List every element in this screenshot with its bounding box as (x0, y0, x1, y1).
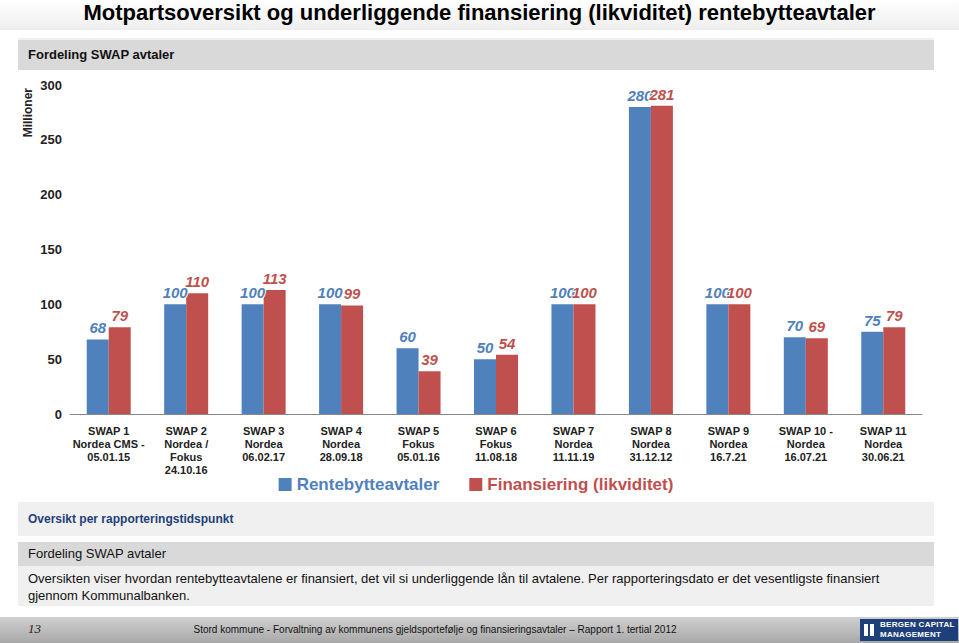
svg-text:Fokus: Fokus (402, 438, 434, 450)
svg-text:99: 99 (344, 285, 361, 302)
html-text:BERGEN CAPITAL MANAGEMENT: BERGEN CAPITAL MANAGEMENT (880, 620, 955, 639)
svg-text:150: 150 (40, 242, 62, 257)
svg-text:16.7.21: 16.7.21 (710, 451, 747, 463)
svg-text:54: 54 (499, 335, 516, 352)
svg-text:100: 100 (549, 284, 575, 302)
svg-text:06.02.17: 06.02.17 (242, 451, 285, 463)
svg-text:SWAP 8: SWAP 8 (630, 425, 671, 437)
svg-text:280: 280 (627, 86, 653, 104)
svg-text:Rentebytteavtaler: Rentebytteavtaler (297, 475, 440, 494)
svg-text:SWAP 7: SWAP 7 (553, 425, 594, 437)
svg-text:200: 200 (40, 187, 62, 202)
svg-text:SWAP 1: SWAP 1 (88, 425, 129, 437)
svg-text:Nordea /: Nordea / (164, 438, 208, 450)
svg-text:113: 113 (263, 270, 288, 287)
svg-text:250: 250 (40, 132, 62, 147)
html-text:Fordeling SWAP avtaler: Fordeling SWAP avtaler (28, 47, 175, 62)
svg-text:Nordea: Nordea (864, 438, 903, 450)
svg-text:300: 300 (40, 78, 62, 93)
svg-text:100: 100 (318, 284, 344, 301)
svg-text:Nordea: Nordea (322, 438, 361, 450)
html-text:Oversikt per rapporteringstids: Oversikt per rapporteringstidspunkt (28, 512, 234, 526)
svg-text:Nordea CMS -: Nordea CMS - (73, 438, 145, 450)
html-text:Oversikten viser hvordan rente: Oversikten viser hvordan rentebytteavtal… (28, 571, 880, 603)
svg-text:0: 0 (55, 407, 62, 422)
svg-text:11.11.19: 11.11.19 (553, 451, 595, 463)
svg-text:100: 100 (162, 284, 188, 302)
svg-text:100: 100 (572, 284, 598, 301)
svg-text:69: 69 (808, 318, 825, 335)
svg-text:05.01.15: 05.01.15 (87, 451, 130, 463)
svg-text:70: 70 (786, 317, 803, 334)
svg-text:Nordea: Nordea (245, 438, 284, 450)
svg-text:75: 75 (864, 312, 881, 329)
svg-text:SWAP 3: SWAP 3 (243, 425, 284, 437)
svg-text:31.12.12: 31.12.12 (629, 451, 672, 463)
svg-text:100: 100 (727, 284, 753, 301)
svg-text:110: 110 (185, 273, 210, 290)
svg-text:24.10.16: 24.10.16 (165, 464, 208, 476)
svg-text:79: 79 (111, 307, 128, 324)
svg-text:50: 50 (48, 352, 62, 367)
svg-text:11.08.18: 11.08.18 (475, 451, 517, 463)
svg-text:30.06.21: 30.06.21 (862, 451, 905, 463)
svg-text:Fokus: Fokus (170, 451, 202, 463)
svg-text:16.07.21: 16.07.21 (784, 451, 827, 463)
svg-text:100: 100 (704, 284, 730, 302)
svg-text:Nordea: Nordea (632, 438, 671, 450)
svg-text:SWAP 5: SWAP 5 (398, 425, 439, 437)
svg-text:Finansiering (likviditet): Finansiering (likviditet) (487, 475, 673, 494)
svg-text:60: 60 (399, 328, 416, 345)
svg-text:50: 50 (477, 339, 494, 356)
svg-text:Fokus: Fokus (480, 438, 512, 450)
svg-text:Nordea: Nordea (709, 438, 748, 450)
svg-text:SWAP 4: SWAP 4 (320, 425, 362, 437)
svg-text:281: 281 (648, 86, 674, 103)
svg-text:Nordea: Nordea (555, 438, 594, 450)
svg-text:SWAP 9: SWAP 9 (708, 425, 749, 437)
svg-text:100: 100 (240, 284, 266, 302)
svg-text:28.09.18: 28.09.18 (320, 451, 363, 463)
svg-text:100: 100 (40, 297, 62, 312)
html-text:Fordeling SWAP avtaler: Fordeling SWAP avtaler (28, 546, 166, 561)
svg-text:05.01.16: 05.01.16 (397, 451, 440, 463)
svg-text:39: 39 (421, 351, 438, 368)
html-text:13: 13 (28, 621, 41, 636)
svg-text:79: 79 (886, 307, 903, 324)
svg-text:SWAP 6: SWAP 6 (475, 425, 516, 437)
svg-text:SWAP 11: SWAP 11 (860, 425, 907, 437)
svg-text:Nordea: Nordea (787, 438, 826, 450)
svg-text:68: 68 (89, 319, 106, 336)
html-text:Motpartsoversikt og underligge: Motpartsoversikt og underliggende finans… (83, 0, 876, 25)
svg-text:Millioner: Millioner (21, 88, 35, 138)
html-text:Stord kommune - Forvaltning av: Stord kommune - Forvaltning av kommunens… (193, 624, 677, 635)
svg-text:SWAP 2: SWAP 2 (165, 425, 206, 437)
svg-text:SWAP 10 -: SWAP 10 - (779, 425, 834, 437)
